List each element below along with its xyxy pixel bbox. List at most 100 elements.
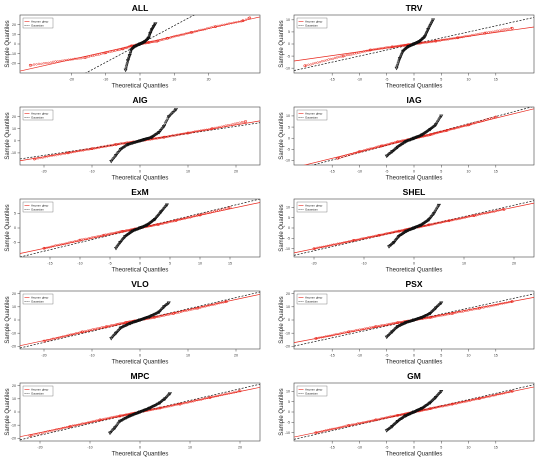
asymm-point <box>50 429 53 432</box>
gaussian-point <box>132 45 137 49</box>
asymm-point <box>224 124 227 127</box>
asymm-point <box>443 404 446 407</box>
asymm-point <box>221 208 224 211</box>
asymm-point <box>434 131 437 135</box>
gaussian-point <box>428 401 433 405</box>
asymm-point <box>374 234 377 238</box>
asymm-point <box>510 300 514 303</box>
gaussian-point <box>396 236 400 240</box>
x-axis-label: Theoretical Quantiles <box>112 452 169 458</box>
x-tick-label: 15 <box>494 170 498 174</box>
asymm-point <box>206 396 209 400</box>
asymm-point <box>333 427 336 430</box>
asymm-point <box>482 396 485 399</box>
asymm-point <box>478 397 481 400</box>
asymm-point <box>320 60 324 63</box>
x-tick-label: -15 <box>330 446 335 450</box>
asymm-point <box>311 62 315 65</box>
gaussian-point <box>130 229 135 233</box>
panel-trv: TRV -15 -10 -5 0 5 10 15 -10 -5 0 5 10 Theoretical Qu… <box>279 3 535 90</box>
gaussian-point <box>161 399 165 402</box>
gaussian-point <box>433 306 438 311</box>
asymm-point <box>374 48 377 51</box>
asymm-point <box>421 41 425 44</box>
asymm-point <box>217 209 220 212</box>
asymm-point <box>195 29 199 33</box>
asymm-point <box>152 137 155 140</box>
asymm-point <box>461 125 464 128</box>
asymm-point <box>117 48 120 52</box>
asymm-point <box>160 406 163 410</box>
asymm-point <box>358 150 361 153</box>
panel-all: ALL -20 -10 0 10 20 -20 -10 0 10 20 Theoretical Qua… <box>5 3 261 90</box>
gaussian-point <box>387 152 392 156</box>
asymm-point <box>320 336 323 339</box>
asymm-point <box>108 232 111 236</box>
asymm-point <box>73 57 77 60</box>
asymm-point <box>147 41 150 44</box>
asymm-point <box>44 430 47 434</box>
asymm-point <box>339 426 342 429</box>
asymm-point <box>507 27 510 31</box>
y-tick-label: -20 <box>11 62 16 66</box>
asymm-point <box>58 243 61 246</box>
asymm-point <box>385 143 388 146</box>
asymm-point <box>398 413 401 417</box>
x-tick-label: 5 <box>440 170 442 174</box>
asymm-point <box>226 124 230 127</box>
asymm-point <box>396 140 400 144</box>
gaussian-point <box>157 310 162 315</box>
asymm-point <box>424 41 427 44</box>
asymm-point <box>501 302 504 305</box>
asymm-point <box>228 206 232 210</box>
gaussian-point <box>111 428 115 432</box>
asymm-point <box>388 46 391 49</box>
asymm-point <box>484 395 487 399</box>
asymm-point <box>347 424 350 427</box>
x-tick-label: 10 <box>462 262 466 266</box>
asymm-point <box>337 426 340 430</box>
asymm-point <box>425 408 428 411</box>
asymm-point <box>484 305 487 308</box>
asymm-point <box>490 304 493 307</box>
asymm-point <box>159 314 162 318</box>
asymm-point <box>65 58 68 62</box>
asymm-point <box>120 230 124 233</box>
asymm-point <box>46 155 49 158</box>
asymm-point <box>436 39 439 42</box>
asymm-point <box>394 45 397 48</box>
asymm-point <box>174 219 178 222</box>
asymm-point <box>378 145 381 148</box>
asymm-point <box>114 49 117 52</box>
asymm-point <box>438 314 442 317</box>
asymm-point <box>491 30 494 33</box>
asymm-point <box>114 323 118 326</box>
asymm-point <box>318 336 321 339</box>
plot-area <box>20 108 260 164</box>
asymm-point <box>63 152 67 155</box>
x-tick-label: -10 <box>87 446 92 450</box>
x-tick-label: -5 <box>385 446 388 450</box>
asymm-point <box>507 301 510 304</box>
asymm-point <box>434 315 438 318</box>
asymm-point <box>45 339 49 342</box>
asymm-point <box>390 415 394 418</box>
asymm-point <box>109 232 113 235</box>
asymm-point <box>209 211 212 214</box>
asymm-point <box>397 229 401 233</box>
gaussian-point <box>128 51 133 55</box>
asymm-point <box>212 303 215 306</box>
asymm-point <box>158 406 162 410</box>
asymm-point <box>35 63 38 66</box>
asymm-point <box>393 414 396 418</box>
asymm-point <box>330 427 334 431</box>
asymm-point <box>215 126 219 129</box>
asymm-point <box>500 28 503 32</box>
legend-label: Asymm ghsp <box>31 204 49 208</box>
asymm-point <box>322 335 325 339</box>
x-tick-label: -15 <box>330 354 335 358</box>
asymm-point <box>171 220 174 223</box>
gaussian-point <box>406 45 411 49</box>
asymm-point <box>37 62 41 65</box>
